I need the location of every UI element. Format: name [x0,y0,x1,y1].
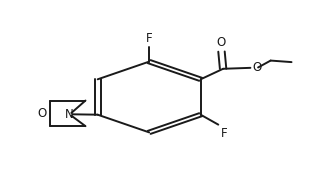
Text: O: O [252,61,261,74]
Text: F: F [146,32,153,45]
Text: O: O [37,107,46,120]
Text: O: O [217,36,226,49]
Text: F: F [221,127,227,140]
Text: N: N [64,108,73,121]
